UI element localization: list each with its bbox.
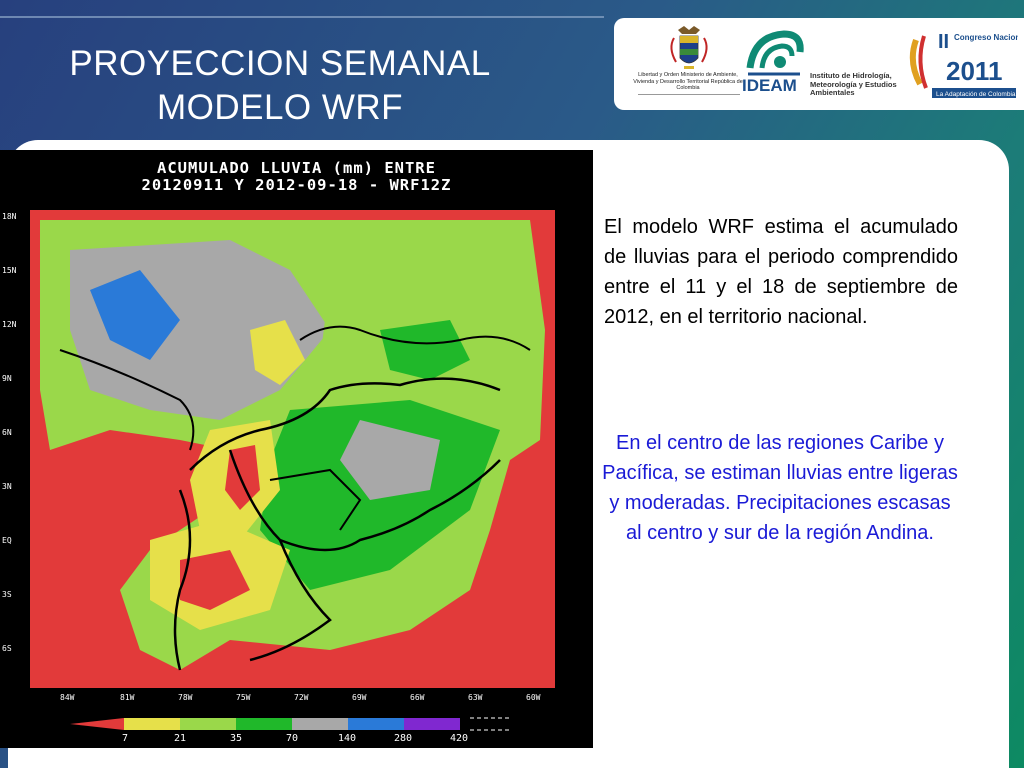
legend-swatch bbox=[404, 718, 460, 730]
legend-value-7: 7 bbox=[122, 733, 129, 744]
lon-label-78w: 78W bbox=[178, 693, 193, 702]
congreso-numeral: II bbox=[938, 31, 949, 53]
congreso-tagline: La Adaptación de Colombia bbox=[936, 91, 1016, 98]
emblem-caption: Libertad y Orden Ministerio de Ambiente,… bbox=[633, 72, 743, 91]
lon-label-81w: 81W bbox=[120, 693, 135, 702]
ideam-name: IDEAM bbox=[742, 76, 797, 95]
congreso-label: Congreso Nacional del Clima bbox=[954, 33, 1018, 42]
legend-swatch bbox=[124, 718, 180, 730]
legend-value-420: 420 bbox=[450, 733, 469, 744]
congreso-year: 2011 bbox=[946, 56, 1002, 86]
slide-title-line-1: PROYECCION SEMANAL bbox=[69, 44, 491, 83]
legend-value-21: 21 bbox=[174, 733, 187, 744]
map-title-line-2: 20120911 Y 2012-09-18 - WRF12Z bbox=[141, 176, 452, 194]
lon-label-75w: 75W bbox=[236, 693, 251, 702]
forecast-highlight-paragraph: En el centro de las regiones Caribe y Pa… bbox=[602, 432, 958, 544]
legend-swatch bbox=[180, 718, 236, 730]
rainfall-map-panel: ACUMULADO LLUVIA (mm) ENTRE 20120911 Y 2… bbox=[0, 150, 593, 748]
lat-label-eq: EQ bbox=[2, 536, 12, 545]
legend-value-280: 280 bbox=[394, 733, 413, 744]
map-title-line-1: ACUMULADO LLUVIA (mm) ENTRE bbox=[157, 159, 436, 177]
description-paragraph: El modelo WRF estima el acumulado de llu… bbox=[604, 216, 958, 328]
lon-label-66w: 66W bbox=[410, 693, 425, 702]
legend-value-35: 35 bbox=[230, 733, 243, 744]
ideam-institute-name: Instituto de Hidrología, Meteorología y … bbox=[810, 71, 897, 97]
lat-label-9n: 9N bbox=[2, 374, 12, 383]
lat-label-12n: 12N bbox=[2, 320, 17, 329]
lon-label-72w: 72W bbox=[294, 693, 309, 702]
lat-label-6n: 6N bbox=[2, 428, 12, 437]
logo-bar: Libertad y Orden Ministerio de Ambiente,… bbox=[614, 18, 1024, 110]
congreso-clima-2011-logo: II Congreso Nacional del Clima 2011 La A… bbox=[909, 31, 1018, 98]
legend-value-70: 70 bbox=[286, 733, 299, 744]
ideam-logo-icon bbox=[746, 30, 804, 76]
lat-label-6s: 6S bbox=[2, 644, 12, 653]
map-title: ACUMULADO LLUVIA (mm) ENTRE 20120911 Y 2… bbox=[0, 160, 593, 194]
top-divider-line bbox=[0, 16, 604, 18]
slide-title-line-2: MODELO WRF bbox=[156, 88, 404, 127]
lon-label-84w: 84W bbox=[60, 693, 75, 702]
rainfall-legend-bar bbox=[70, 717, 510, 731]
legend-swatch bbox=[348, 718, 404, 730]
lon-label-69w: 69W bbox=[352, 693, 367, 702]
lat-label-3s: 3S bbox=[2, 590, 12, 599]
lat-label-15n: 15N bbox=[2, 266, 17, 275]
legend-value-140: 140 bbox=[338, 733, 357, 744]
lon-label-60w: 60W bbox=[526, 693, 541, 702]
colombia-coat-of-arms-logo bbox=[634, 24, 744, 104]
legend-swatch bbox=[292, 718, 348, 730]
legend-swatch-arrow bbox=[70, 718, 124, 730]
rainfall-map-image bbox=[30, 210, 555, 688]
lat-label-18n: 18N bbox=[2, 212, 17, 221]
legend-swatch bbox=[236, 718, 292, 730]
slide-title: PROYECCION SEMANAL MODELO WRF bbox=[40, 42, 520, 130]
lat-label-3n: 3N bbox=[2, 482, 12, 491]
lon-label-63w: 63W bbox=[468, 693, 483, 702]
